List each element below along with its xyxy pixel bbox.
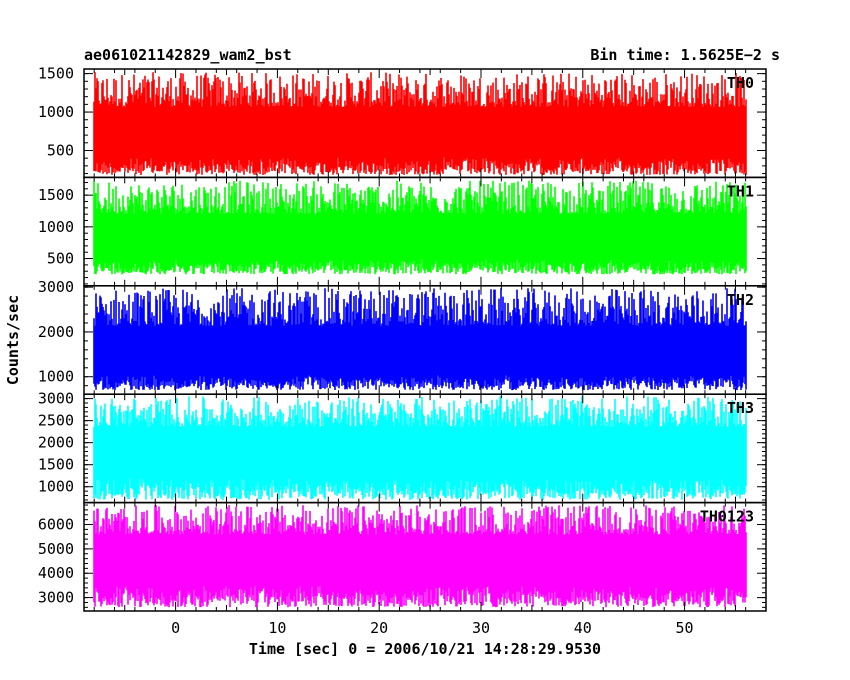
y-tick-label: 3000 [38,390,74,408]
chart-title: ae061021142829_wam2_bst [84,46,292,64]
series-th3 [93,396,747,500]
x-tick-label: 30 [472,619,490,637]
y-tick-label: 1000 [38,103,74,121]
y-axis-label: Counts/sec [4,295,22,385]
panel-label-th1: TH1 [727,182,754,200]
y-tick-label: 6000 [38,516,74,534]
x-tick-label: 50 [676,619,694,637]
x-tick-label: 10 [268,619,286,637]
y-tick-label: 500 [47,250,74,268]
series-th2 [93,288,747,391]
panel-label-th0: TH0 [727,74,754,92]
y-tick-label: 1500 [38,456,74,474]
y-tick-label: 1500 [38,65,74,83]
y-tick-label: 1000 [38,478,74,496]
y-tick-label: 4000 [38,564,74,582]
y-tick-label: 2500 [38,412,74,430]
y-tick-label: 5000 [38,540,74,558]
y-tick-label: 1000 [38,368,74,386]
series-th1 [93,180,747,275]
series-th0123 [93,505,747,608]
y-tick-label: 500 [47,141,74,159]
panel-label-th0123: TH0123 [700,508,754,526]
panel-label-th3: TH3 [727,399,754,417]
y-tick-label: 1000 [38,218,74,236]
y-tick-label: 3000 [38,589,74,607]
bin-time-label: Bin time: 1.5625E−2 s [590,46,780,64]
x-tick-label: 40 [574,619,592,637]
series-th0 [93,72,747,175]
panel-frame-th0123 [83,501,767,612]
x-axis-label: Time [sec] 0 = 2006/10/21 14:28:29.9530 [249,640,601,658]
y-tick-label: 2000 [38,323,74,341]
panel-label-th2: TH2 [727,291,754,309]
y-tick-label: 1500 [38,186,74,204]
y-tick-label: 3000 [38,278,74,296]
x-tick-label: 20 [370,619,388,637]
y-tick-label: 2000 [38,434,74,452]
x-tick-label: 0 [171,619,180,637]
